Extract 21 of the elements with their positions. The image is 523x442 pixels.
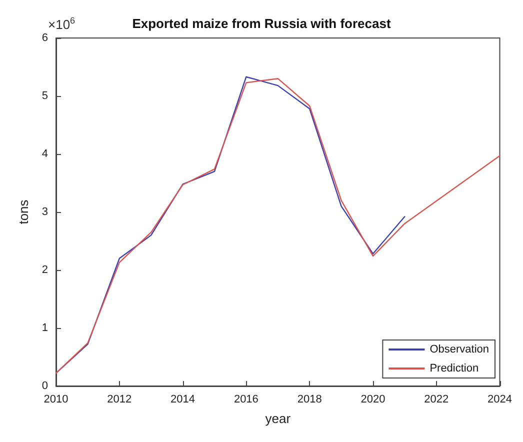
legend-label: Prediction <box>430 362 479 374</box>
legend-label: Observation <box>430 344 490 356</box>
x-tick-label: 2024 <box>488 394 512 406</box>
line-series <box>55 78 500 374</box>
y-tick-label: 1 <box>42 322 48 334</box>
y-tick-label: 6 <box>42 32 48 44</box>
x-tick-label: 2010 <box>44 394 68 406</box>
x-tick-label: 2014 <box>170 394 196 406</box>
y-tick-label: 3 <box>42 206 48 218</box>
x-tick-label: 2016 <box>234 394 258 406</box>
y-tick-label: 4 <box>42 148 48 160</box>
y-tick-label: 5 <box>42 90 48 102</box>
x-axis-title: year <box>265 411 292 426</box>
x-tick-label: 2022 <box>424 394 449 406</box>
x-tick-label: 2012 <box>107 394 132 406</box>
y-tick-label: 0 <box>42 380 48 392</box>
y-axis-title: tons <box>16 199 31 224</box>
x-tick-label: 2020 <box>360 394 386 406</box>
y-tick-label: 2 <box>42 264 48 276</box>
chart-title: Exported maize from Russia with forecast <box>132 16 392 31</box>
x-tick-label: 2018 <box>297 394 322 406</box>
